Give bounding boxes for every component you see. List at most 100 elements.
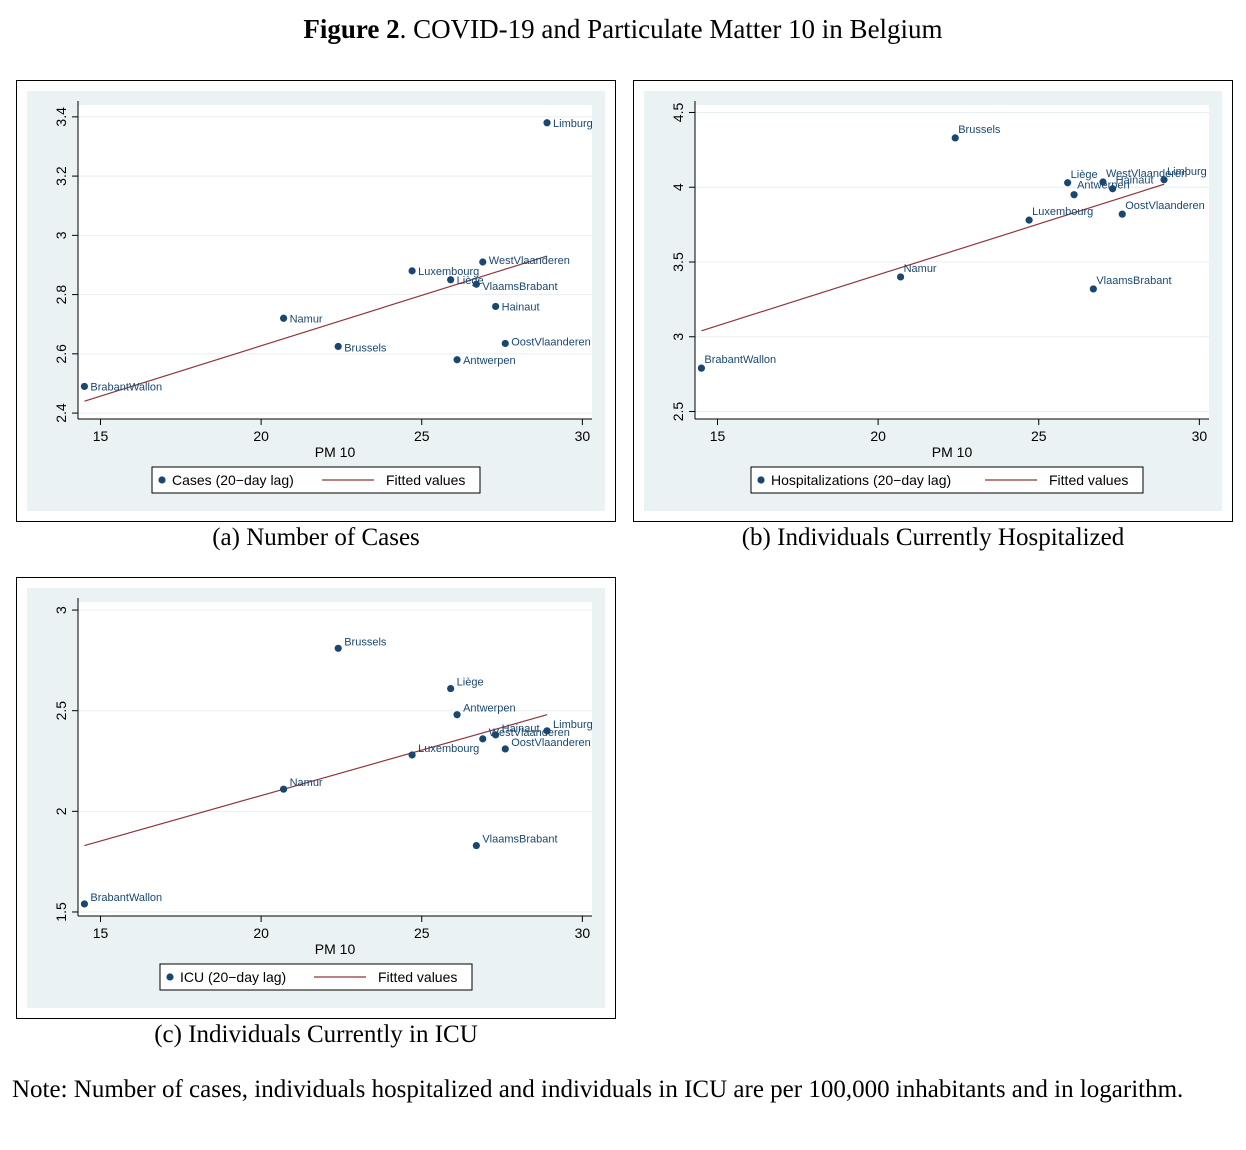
data-point-namur [897,273,905,281]
point-label: Antwerpen [463,355,516,367]
data-point-limburg [543,727,551,735]
x-tick-label: 15 [710,428,726,444]
data-point-brabantwallon [80,382,89,391]
point-label: WestVlaanderen [1106,168,1187,180]
data-point-brussels [951,134,959,142]
point-label: Antwerpen [463,703,516,715]
data-point-brussels [334,342,342,351]
y-tick-label: 2.4 [53,403,69,423]
x-tick-label: 25 [414,428,430,444]
figure-title-text: . COVID-19 and Particulate Matter 10 in … [399,14,943,44]
legend-label-points: Cases (20−day lag) [172,472,294,488]
data-point-lige [1064,179,1072,187]
y-tick-label: 4.5 [670,103,686,123]
figure-note: Note: Number of cases, individuals hospi… [12,1076,1184,1103]
point-label: VlaamsBrabant [482,281,557,293]
data-point-hainaut [492,302,500,311]
legend-marker-points [757,476,765,484]
point-label: Limburg [1167,166,1207,178]
point-label: Luxembourg [418,743,479,755]
data-point-vlaamsbrabant [472,280,480,288]
y-tick-label: 3.4 [53,107,69,127]
point-label: Luxembourg [418,266,479,278]
point-label: OostVlaanderen [511,737,591,749]
y-tick-label: 3.5 [670,252,686,272]
y-tick-label: 3 [53,231,69,239]
data-point-brabantwallon [697,364,706,372]
data-point-limburg [543,119,551,127]
point-label: Hainaut [502,301,540,313]
figure-title-number: Figure 2 [303,14,400,44]
point-label: Brussels [344,636,387,648]
point-label: Hainaut [1116,175,1154,187]
x-tick-label: 15 [93,428,109,444]
chart-icu-svg: 1.5 2 2.5 3 15 20 25 30 PM 10 Brussels Liège Antwer… [27,588,605,1008]
data-point-limburg [1160,176,1168,184]
y-tick-label: 2 [53,807,69,815]
chart-panel-c: 1.5 2 2.5 3 15 20 25 30 PM 10 Brussels Liège Antwer… [16,577,616,1019]
x-axis-label: PM 10 [315,444,356,460]
y-tick-label: 3 [53,606,69,614]
y-tick-label: 2.8 [53,285,69,305]
y-tick-label: 2.5 [670,402,686,422]
x-tick-label: 20 [870,428,886,444]
point-label: Antwerpen [1077,180,1130,192]
fitted-values-line [84,714,548,847]
data-point-luxembourg [1025,216,1033,224]
point-label: WestVlaanderen [489,255,570,267]
chart-panel-a: 2.4 2.6 2.8 3 3.2 3.4 15 20 25 30 PM 10 Limburg West… [16,80,616,522]
point-label: Limburg [553,118,593,130]
data-point-namur [280,785,288,793]
point-label: BrabantWallon [90,381,162,393]
x-tick-label: 30 [575,428,591,444]
y-tick-label: 3 [670,333,686,341]
data-point-antwerpen [453,356,461,364]
data-point-westvlaanderen [479,735,487,743]
chart-caption-a: (a) Number of Cases [212,524,420,551]
data-point-oostvlaanderen [501,745,509,753]
x-tick-label: 30 [575,925,591,941]
point-label: VlaamsBrabant [482,834,557,846]
x-tick-label: 15 [93,925,109,941]
fitted-values-line [84,255,548,402]
point-label: Luxembourg [1032,206,1093,218]
point-label: Brussels [344,342,387,354]
point-label: Namur [904,263,937,275]
point-label: Liège [1071,169,1098,181]
point-label: WestVlaanderen [489,727,570,739]
chart-hospitalized-svg: 2.5 3 3.5 4 4.5 15 20 25 30 PM 10 Brussels Liège Wes… [644,91,1222,511]
y-tick-label: 3.2 [53,166,69,186]
data-point-luxembourg [408,751,416,759]
data-point-lige [447,684,455,693]
data-point-westvlaanderen [479,258,487,266]
data-point-antwerpen [1070,191,1078,199]
legend-marker-points [166,973,174,981]
figure-title: Figure 2. COVID-19 and Particulate Matte… [0,14,1246,45]
point-label: Limburg [553,719,593,731]
x-axis-label: PM 10 [315,941,356,957]
point-label: Brussels [958,124,1001,136]
data-point-antwerpen [453,711,461,719]
data-point-hainaut [1109,185,1117,193]
legend-label-points: ICU (20−day lag) [180,969,286,985]
x-tick-label: 30 [1192,428,1208,444]
data-point-vlaamsbrabant [472,841,480,850]
y-tick-label: 4 [670,183,686,191]
point-label: BrabantWallon [90,892,162,904]
chart-caption-b: (b) Individuals Currently Hospitalized [741,524,1125,551]
data-point-namur [280,314,288,322]
point-label: OostVlaanderen [1125,200,1205,212]
chart-panel-b: 2.5 3 3.5 4 4.5 15 20 25 30 PM 10 Brussels Liège Wes… [633,80,1233,522]
legend-marker-points [158,476,166,484]
data-point-vlaamsbrabant [1089,285,1097,293]
data-point-oostvlaanderen [501,339,509,348]
x-axis-label: PM 10 [932,444,973,460]
y-tick-label: 2.6 [53,344,69,364]
y-tick-label: 2.5 [53,701,69,721]
point-label: Namur [290,777,323,789]
legend-label-fit: Fitted values [378,969,457,985]
x-tick-label: 25 [1031,428,1047,444]
legend-label-fit: Fitted values [386,472,465,488]
x-tick-label: 25 [414,925,430,941]
chart-caption-c: (c) Individuals Currently in ICU [154,1021,478,1048]
